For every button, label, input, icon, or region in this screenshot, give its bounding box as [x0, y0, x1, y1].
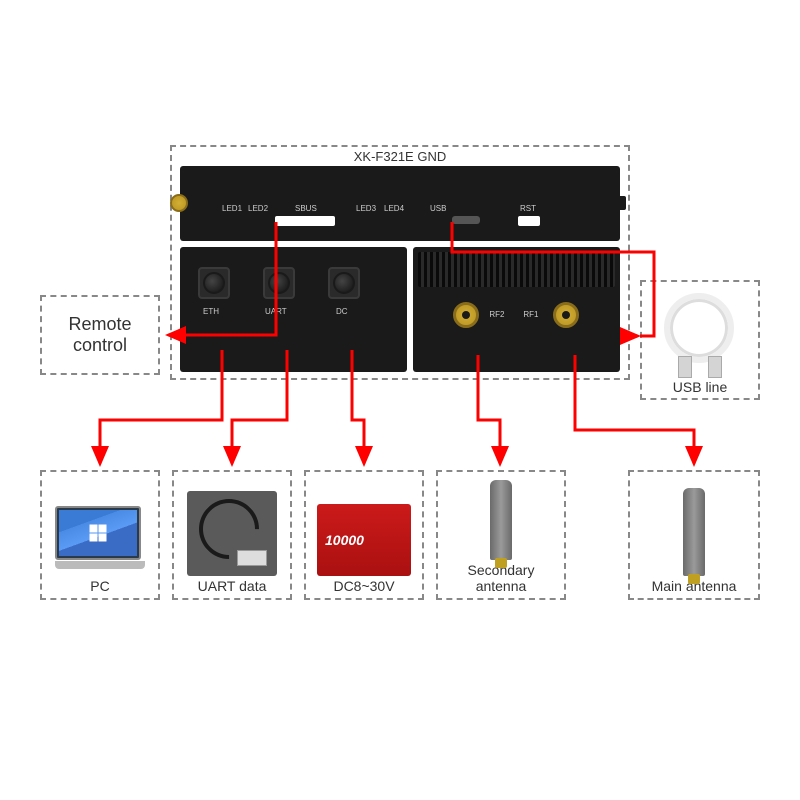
- antenna-icon: [683, 488, 705, 576]
- dc-label-text: DC8~30V: [333, 578, 394, 594]
- battery-text: 10000: [325, 532, 364, 548]
- uart-box: UART data: [172, 470, 292, 600]
- rf1-label: RF1: [523, 310, 538, 319]
- usb-line-box: USB line: [640, 280, 760, 400]
- remote-control-label: Remote control: [42, 314, 158, 356]
- usb-label: USB: [430, 204, 446, 213]
- uart-label: UART: [265, 307, 287, 316]
- connection-arrows: [0, 0, 800, 800]
- led3-label: LED3: [356, 204, 376, 213]
- usb-line-label: USB line: [642, 379, 758, 395]
- rf-module: RF2 RF1: [413, 247, 620, 372]
- sbus-label: SBUS: [295, 204, 317, 213]
- laptop-icon: [55, 506, 145, 576]
- rst-port: [518, 216, 540, 226]
- battery-icon: 10000: [317, 504, 411, 576]
- led4-label: LED4: [384, 204, 404, 213]
- dc-box: 10000 DC8~30V: [304, 470, 424, 600]
- rf2-label: RF2: [489, 310, 504, 319]
- dc-label: DC: [336, 307, 348, 316]
- bottom-modules: ETH UART DC RF2 RF1: [180, 247, 620, 372]
- uart-data-label: UART data: [198, 578, 267, 594]
- dc-port: [328, 267, 360, 299]
- rf1-port: [553, 302, 579, 328]
- top-module: LED1 LED2 SBUS LED3 LED4 USB RST: [180, 166, 620, 241]
- secondary-antenna-box: Secondary antenna: [436, 470, 566, 600]
- led2-label: LED2: [248, 204, 268, 213]
- main-antenna-box: Main antenna: [628, 470, 760, 600]
- button-right: [616, 196, 626, 210]
- sma-connector-left: [170, 194, 188, 212]
- led1-label: LED1: [222, 204, 242, 213]
- usb-port: [452, 216, 480, 224]
- heatsink-icon: [418, 252, 615, 287]
- pc-box: PC: [40, 470, 160, 600]
- antenna-icon: [490, 480, 512, 560]
- rf2-port: [453, 302, 479, 328]
- eth-label: ETH: [203, 307, 219, 316]
- device-title: XK-F321E GND: [180, 149, 620, 166]
- eth-port: [198, 267, 230, 299]
- pc-label: PC: [90, 578, 109, 594]
- device-container: XK-F321E GND LED1 LED2 SBUS LED3 LED4 US…: [170, 145, 630, 380]
- io-module: ETH UART DC: [180, 247, 407, 372]
- sbus-port: [275, 216, 335, 226]
- uart-port: [263, 267, 295, 299]
- uart-cable-icon: [187, 491, 277, 576]
- usb-cable-icon: [650, 285, 750, 380]
- rst-label: RST: [520, 204, 536, 213]
- remote-control-box: Remote control: [40, 295, 160, 375]
